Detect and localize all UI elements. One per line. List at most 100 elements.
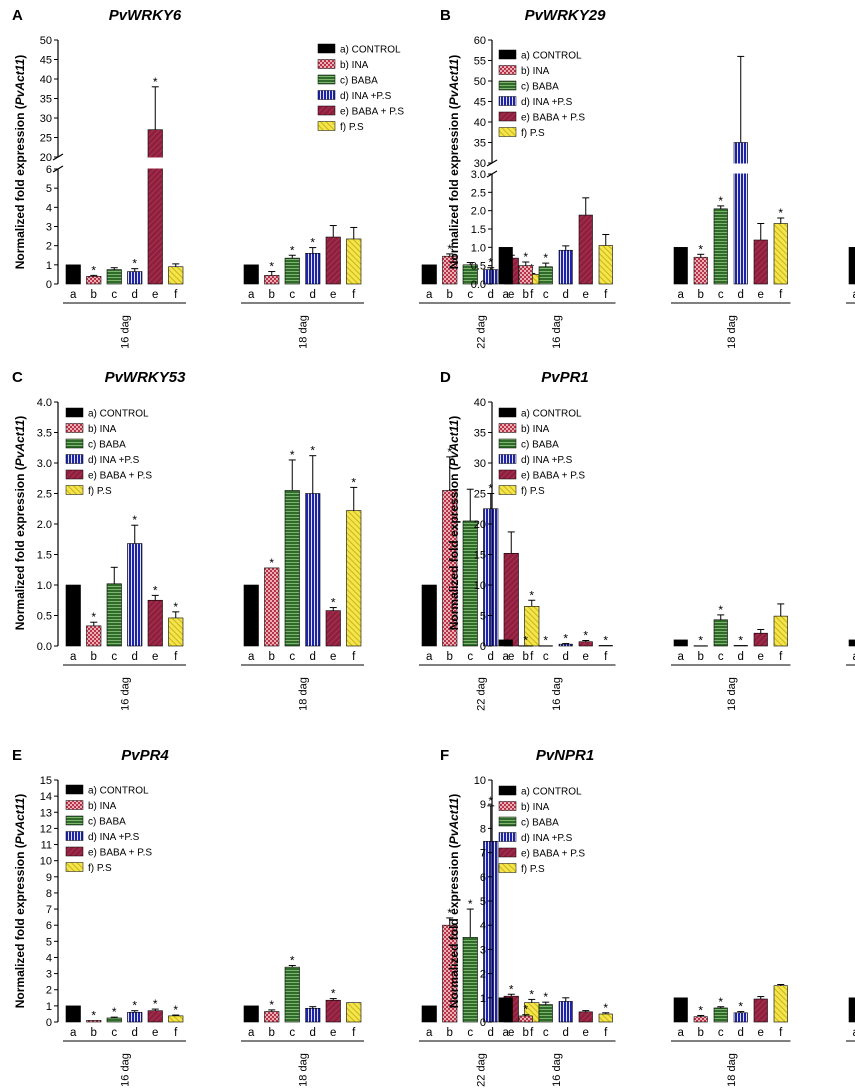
x-category-label: b (269, 289, 275, 301)
x-category-label: e (152, 1027, 158, 1039)
bar (673, 247, 688, 285)
x-category-label: f (352, 289, 356, 301)
legend-label: a) CONTROL (521, 409, 582, 420)
x-category-label: b (523, 1027, 529, 1039)
group-label: 16 dag (551, 1053, 563, 1087)
group-label: 16 dag (120, 315, 132, 349)
bar (713, 1007, 728, 1023)
significance-marker: * (523, 1003, 528, 1017)
bar (127, 1012, 143, 1023)
significance-marker: * (523, 634, 528, 648)
bar (673, 997, 688, 1023)
bar (325, 610, 341, 647)
y-tick-label: 1 (480, 993, 486, 1005)
significance-marker: * (509, 982, 514, 996)
x-category-label: a (503, 1027, 510, 1039)
bar (693, 645, 708, 647)
significance-marker: * (488, 256, 493, 270)
y-tick-label: 40 (474, 117, 486, 129)
bar (753, 998, 768, 1023)
bar (848, 639, 855, 647)
legend-swatch (498, 111, 517, 122)
x-category-label: c (718, 1027, 724, 1039)
x-category-label: d (132, 1027, 138, 1039)
legend-swatch (317, 121, 336, 131)
bar (578, 214, 593, 285)
legend-label: c) BABA (521, 440, 559, 451)
y-tick-label: 10 (40, 856, 52, 868)
y-tick-label: 0.5 (471, 261, 486, 273)
legend-swatch (498, 65, 517, 75)
y-tick-label: 5 (46, 183, 52, 195)
legend-label: f) P.S (521, 128, 545, 139)
legend-label: d) INA +P.S (88, 832, 140, 843)
bar (598, 645, 613, 647)
legend: a) CONTROL b) INA c) BABA d) INA +P.S e) BAB… (65, 784, 152, 874)
group-label: 22 dag (476, 1053, 488, 1087)
significance-marker: * (173, 600, 178, 614)
legend-swatch (498, 816, 517, 827)
legend-label: a) CONTROL (521, 51, 582, 62)
legend-swatch (498, 423, 517, 433)
bar (673, 639, 688, 647)
legend-label: f) P.S (521, 864, 545, 875)
y-tick-label: 13 (40, 807, 52, 819)
chart-title: PvNPR1 (536, 747, 594, 764)
bar (693, 1016, 708, 1023)
panel-E: E PvPR4 Normalized fold expression (PvAct1… (12, 747, 542, 1087)
bar (421, 264, 437, 285)
legend-swatch (65, 454, 84, 464)
bar (421, 584, 437, 647)
significance-marker: * (132, 999, 137, 1013)
panel-F: F PvNPR1 Normalized fold expression (PvAct… (440, 747, 855, 1087)
x-category-label: a (426, 1027, 433, 1039)
y-tick-label: 2.5 (37, 489, 52, 501)
legend-swatch (65, 831, 84, 841)
x-category-label: e (508, 651, 514, 663)
y-tick-label: 1.5 (37, 550, 52, 562)
significance-marker: * (523, 250, 528, 264)
legend-label: c) BABA (88, 440, 126, 451)
legend-label: d) INA +P.S (340, 91, 392, 102)
significance-marker: * (91, 263, 96, 277)
legend-label: b) INA (88, 801, 117, 812)
y-tick-label: 15 (474, 550, 486, 562)
significance-marker: * (91, 610, 96, 624)
legend-swatch (65, 846, 84, 857)
y-tick-label: 45 (40, 55, 52, 67)
significance-marker: * (153, 997, 158, 1011)
group-label: 18 dag (726, 315, 738, 349)
group-label: 18 dag (726, 1053, 738, 1087)
panel-B: B PvWRKY29 Normalized fold expression (PvA… (440, 7, 855, 349)
y-tick-label: 4 (480, 920, 486, 932)
y-tick-label: 45 (474, 97, 486, 109)
legend-swatch (498, 801, 517, 811)
group-label: 22 dag (476, 677, 488, 711)
significance-marker: * (112, 1005, 117, 1019)
x-category-label: b (447, 651, 453, 663)
x-category-label: e (508, 289, 514, 301)
legend-label: f) P.S (88, 863, 112, 874)
y-tick-label: 1.0 (471, 242, 486, 254)
y-tick-label: 4 (46, 952, 52, 964)
x-category-label: d (132, 651, 138, 663)
x-category-label: f (779, 289, 783, 301)
legend-label: c) BABA (521, 82, 559, 93)
y-axis-label: Normalized fold expression (PvAct11) (447, 416, 461, 631)
legend-label: c) BABA (88, 817, 126, 828)
bar (264, 275, 280, 285)
significance-marker: * (603, 1001, 608, 1015)
legend-label: e) BABA + P.S (521, 113, 585, 124)
group-label: 18 dag (726, 677, 738, 711)
group-label: 16 dag (551, 315, 563, 349)
legend-label: b) INA (340, 60, 369, 71)
x-category-label: c (111, 289, 117, 301)
legend-swatch (317, 90, 336, 100)
x-category-label: c (543, 1027, 549, 1039)
significance-marker: * (698, 1003, 703, 1017)
significance-marker: * (331, 987, 336, 1001)
group-label: 22 dag (476, 315, 488, 349)
bar (346, 1002, 362, 1023)
x-category-label: a (853, 1027, 855, 1039)
